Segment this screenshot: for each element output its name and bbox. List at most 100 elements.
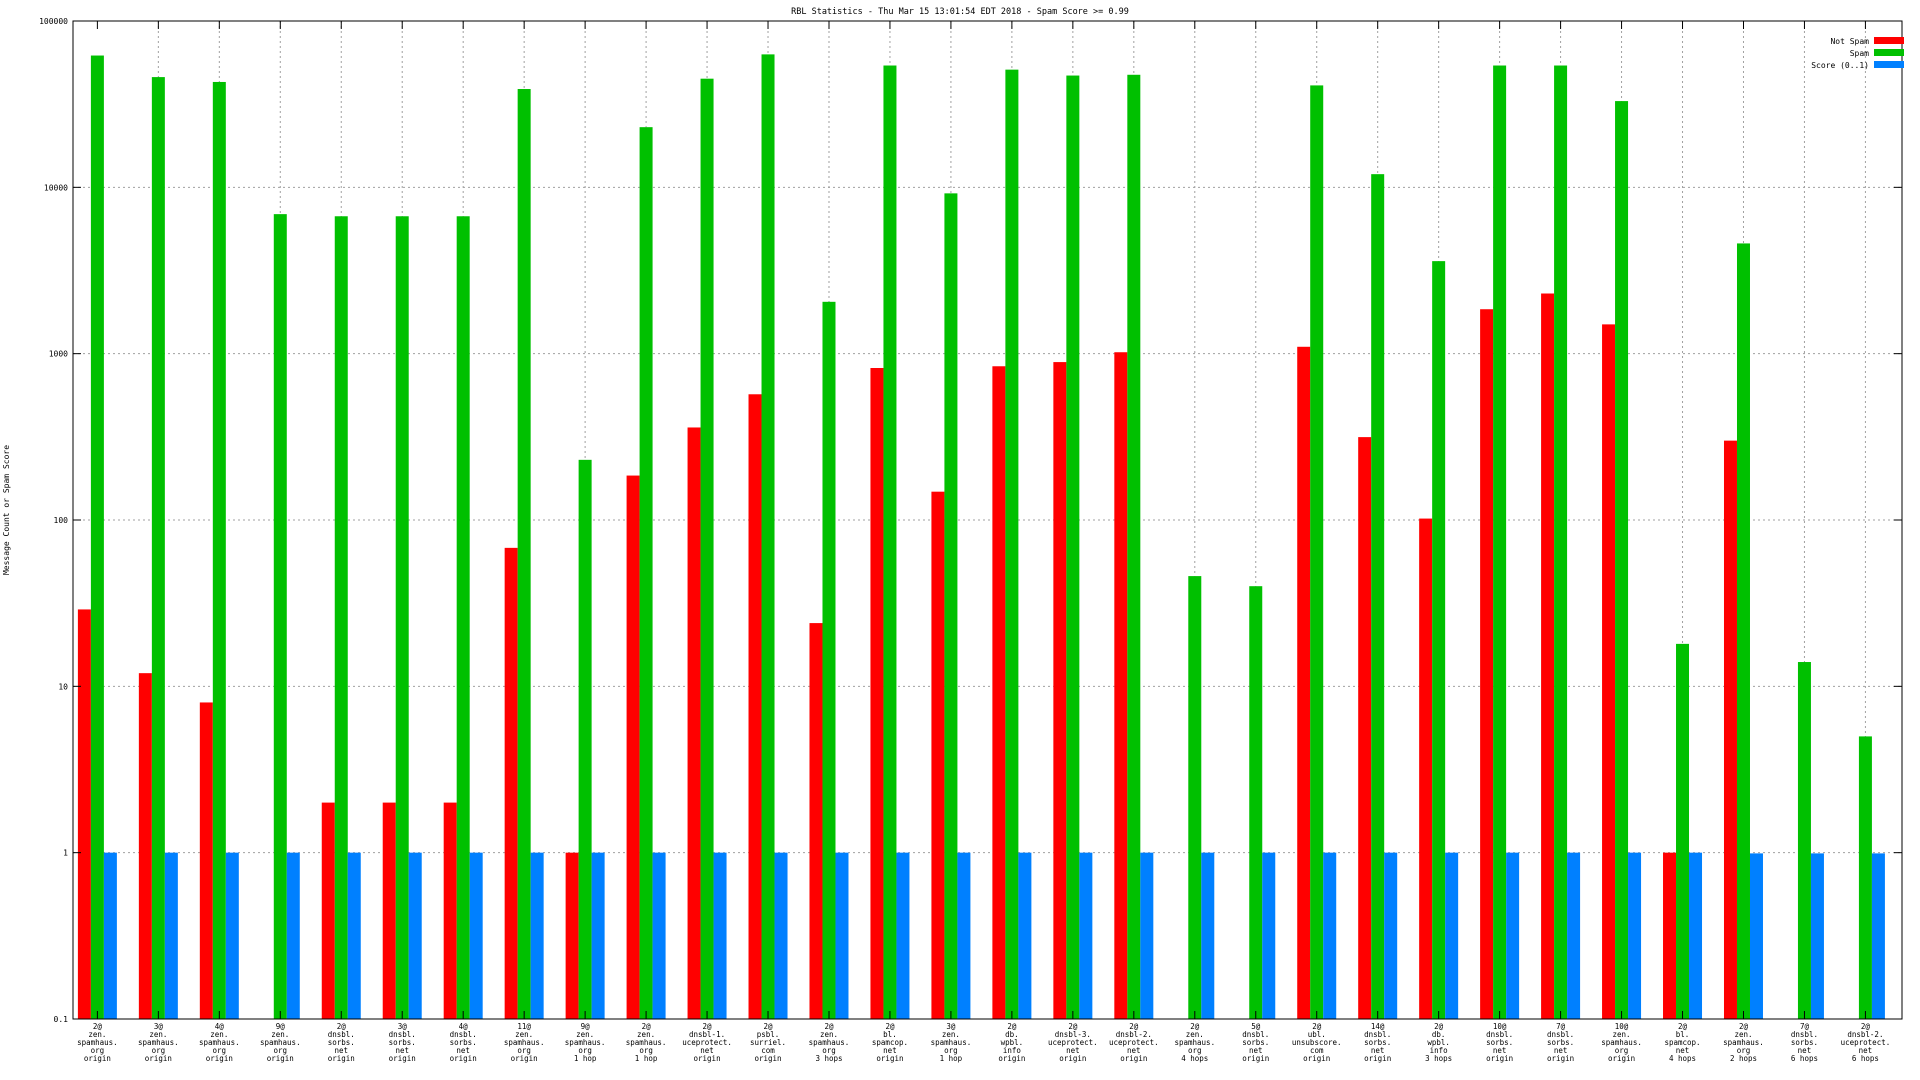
x-tick-label-line: origin [328,1054,355,1063]
x-tick-label-line: org [213,1046,227,1055]
x-tick-label-line: org [578,1046,592,1055]
bar-spam [517,89,531,1019]
x-tick-label-line: zen. [1613,1030,1631,1039]
x-tick-label-line: 3 hops [1425,1054,1452,1063]
bar-spam [700,78,714,1020]
x-tick-label-line: uceprotect. [682,1038,732,1047]
x-tick-label-line: spamcop. [872,1038,908,1047]
bar-score-0-1 [1749,853,1763,1019]
bar-not-spam [138,673,152,1019]
x-tick-label-line: origin [389,1054,416,1063]
bar-not-spam [1663,852,1677,1019]
bar-spam [1615,101,1629,1020]
y-axis-label: Message Count or Spam Score [2,445,11,575]
x-tick-label-line: spamhaus. [626,1038,667,1047]
x-tick-label-line: sorbs. [1547,1038,1574,1047]
x-tick-label-line: org [1737,1046,1751,1055]
bar-score-0-1 [164,852,178,1019]
bar-score-0-1 [1018,852,1032,1019]
y-tick-label: 10 [58,682,68,691]
x-tick-label-line: ubl. [1308,1030,1326,1039]
bar-score-0-1 [1384,852,1398,1019]
x-tick-label-line: 14@ [1371,1022,1385,1031]
x-tick-label-line: origin [1608,1054,1635,1063]
x-tick-label: 10@ zen. spamhaus. org origin [1601,1022,1642,1063]
x-tick-label-line: origin [1486,1054,1513,1063]
bar-spam [1188,576,1202,1019]
x-tick-label-line: org [822,1046,836,1055]
x-tick-label-line: psbl. [757,1030,780,1039]
x-tick-label: 3@ dnsbl. sorbs. net origin [389,1022,416,1063]
x-tick-label-line: net [700,1046,714,1055]
x-tick-label-line: spamcop. [1664,1038,1700,1047]
x-tick-label-line: dnsbl. [1242,1030,1269,1039]
x-tick-label-line: 2@ [885,1022,895,1031]
x-tick-label-line: net [456,1046,470,1055]
bar-spam [1249,586,1263,1019]
bar-not-spam [565,852,579,1019]
legend-label: Not Spam [1830,37,1869,46]
x-tick-label-line: zen. [1734,1030,1752,1039]
x-tick-label-line: net [395,1046,409,1055]
x-tick-label-line: origin [450,1054,477,1063]
x-tick-label-line: sorbs. [1242,1038,1269,1047]
x-tick-label: 2@ zen. spamhaus. org origin [77,1022,118,1063]
x-tick-label-line: net [1066,1046,1080,1055]
bar-spam [1736,243,1750,1019]
bar-score-0-1 [957,852,971,1019]
x-tick-label-line: 2@ [1068,1022,1078,1031]
bar-not-spam [1602,324,1616,1019]
x-tick-label-line: zen. [515,1030,533,1039]
x-tick-label-line: sorbs. [1486,1038,1513,1047]
bar-spam [944,193,958,1019]
x-tick-label-line: zen. [1186,1030,1204,1039]
bar-not-spam [809,623,823,1019]
x-tick-label-line: org [639,1046,653,1055]
bar-score-0-1 [1079,852,1093,1019]
x-tick-label-line: 10@ [1615,1022,1629,1031]
x-tick-label-line: net [1127,1046,1141,1055]
x-tick-label-line: uceprotect. [1048,1038,1098,1047]
bar-score-0-1 [530,852,544,1019]
x-tick-label-line: 4 hops [1181,1054,1208,1063]
x-tick-label-line: origin [876,1054,903,1063]
x-tick-label: 2@ bl. spamcop. net 4 hops [1664,1022,1700,1063]
bar-score-0-1 [835,852,849,1019]
x-tick-label-line: zen. [576,1030,594,1039]
x-tick-label-line: zen. [210,1030,228,1039]
bar-not-spam [626,475,640,1019]
x-tick-label-line: spamhaus. [138,1038,179,1047]
x-tick-label-line: org [152,1046,166,1055]
x-tick-label-line: org [91,1046,105,1055]
x-tick-label: 2@ dnsbl-2. uceprotect. net origin [1109,1022,1159,1063]
x-tick-label: 2@ dnsbl-3. uceprotect. net origin [1048,1022,1098,1063]
x-tick-label-line: spamhaus. [504,1038,545,1047]
bar-not-spam [1114,352,1128,1019]
x-tick-label: 2@ dnsbl-1. uceprotect. net origin [682,1022,732,1063]
x-tick-label: 2@ dnsbl. sorbs. net origin [328,1022,355,1063]
bar-spam [822,301,836,1019]
bar-spam [1493,65,1507,1019]
bar-score-0-1 [1323,852,1337,1019]
bars [77,54,1885,1020]
x-tick-label-line: 1 hop [635,1054,658,1063]
x-tick-label: 2@ bl. spamcop. net origin [872,1022,908,1063]
bar-score-0-1 [896,852,910,1019]
x-tick-label-line: spamhaus. [77,1038,118,1047]
x-tick-label-line: 3 hops [815,1054,842,1063]
x-tick-label-line: spamhaus. [199,1038,240,1047]
x-tick-label-line: zen. [942,1030,960,1039]
bar-spam [1858,736,1872,1019]
x-tick-label-line: zen. [637,1030,655,1039]
x-tick-label-line: 4 hops [1669,1054,1696,1063]
bar-score-0-1 [286,852,300,1019]
y-tick-label: 0.1 [54,1015,69,1024]
x-tick-label-line: 9@ [581,1022,591,1031]
bar-not-spam [1723,440,1737,1020]
bar-spam [1310,85,1324,1019]
legend-swatch [1874,37,1904,44]
x-tick-label-line: org [517,1046,531,1055]
bar-score-0-1 [1567,852,1581,1019]
legend: Not Spam Spam Score (0..1) [1811,37,1904,70]
